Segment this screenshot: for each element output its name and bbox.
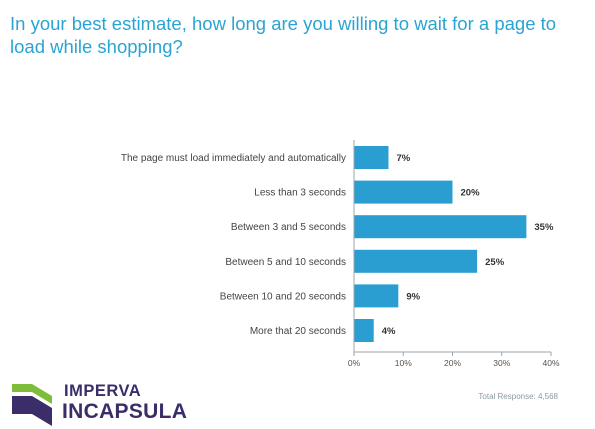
category-label: Between 3 and 5 seconds: [231, 222, 346, 233]
x-tick-label: 0%: [348, 358, 361, 368]
x-tick-label: 10%: [395, 358, 412, 368]
category-label: Between 10 and 20 seconds: [220, 291, 346, 302]
data-label: 7%: [396, 153, 410, 164]
data-label: 25%: [485, 257, 505, 268]
category-label: More that 20 seconds: [250, 326, 346, 337]
data-label: 4%: [382, 326, 396, 337]
category-label: Less than 3 seconds: [254, 188, 346, 199]
bar: [354, 249, 478, 273]
data-label: 20%: [461, 188, 481, 199]
x-tick-label: 30%: [493, 358, 510, 368]
data-label: 9%: [406, 291, 420, 302]
bar: [354, 319, 374, 342]
bar: [354, 146, 389, 169]
bar: [354, 180, 453, 204]
data-label: 35%: [534, 222, 554, 233]
imperva-chevron-logo-icon: [12, 384, 52, 426]
logo-text-incapsula: INCAPSULA: [62, 400, 188, 423]
logo-text-imperva: IMPERVA: [64, 382, 142, 400]
imperva-incapsula-logo: IMPERVA INCAPSULA: [12, 382, 212, 426]
x-tick-label: 20%: [444, 358, 461, 368]
x-tick-label: 40%: [542, 358, 559, 368]
category-label: The page must load immediately and autom…: [121, 153, 346, 164]
bar: [354, 215, 527, 239]
chart-title: In your best estimate, how long are you …: [10, 13, 557, 57]
total-response-note: Total Response: 4,568: [478, 392, 558, 401]
category-label: Between 5 and 10 seconds: [225, 257, 346, 268]
bar: [354, 284, 399, 308]
